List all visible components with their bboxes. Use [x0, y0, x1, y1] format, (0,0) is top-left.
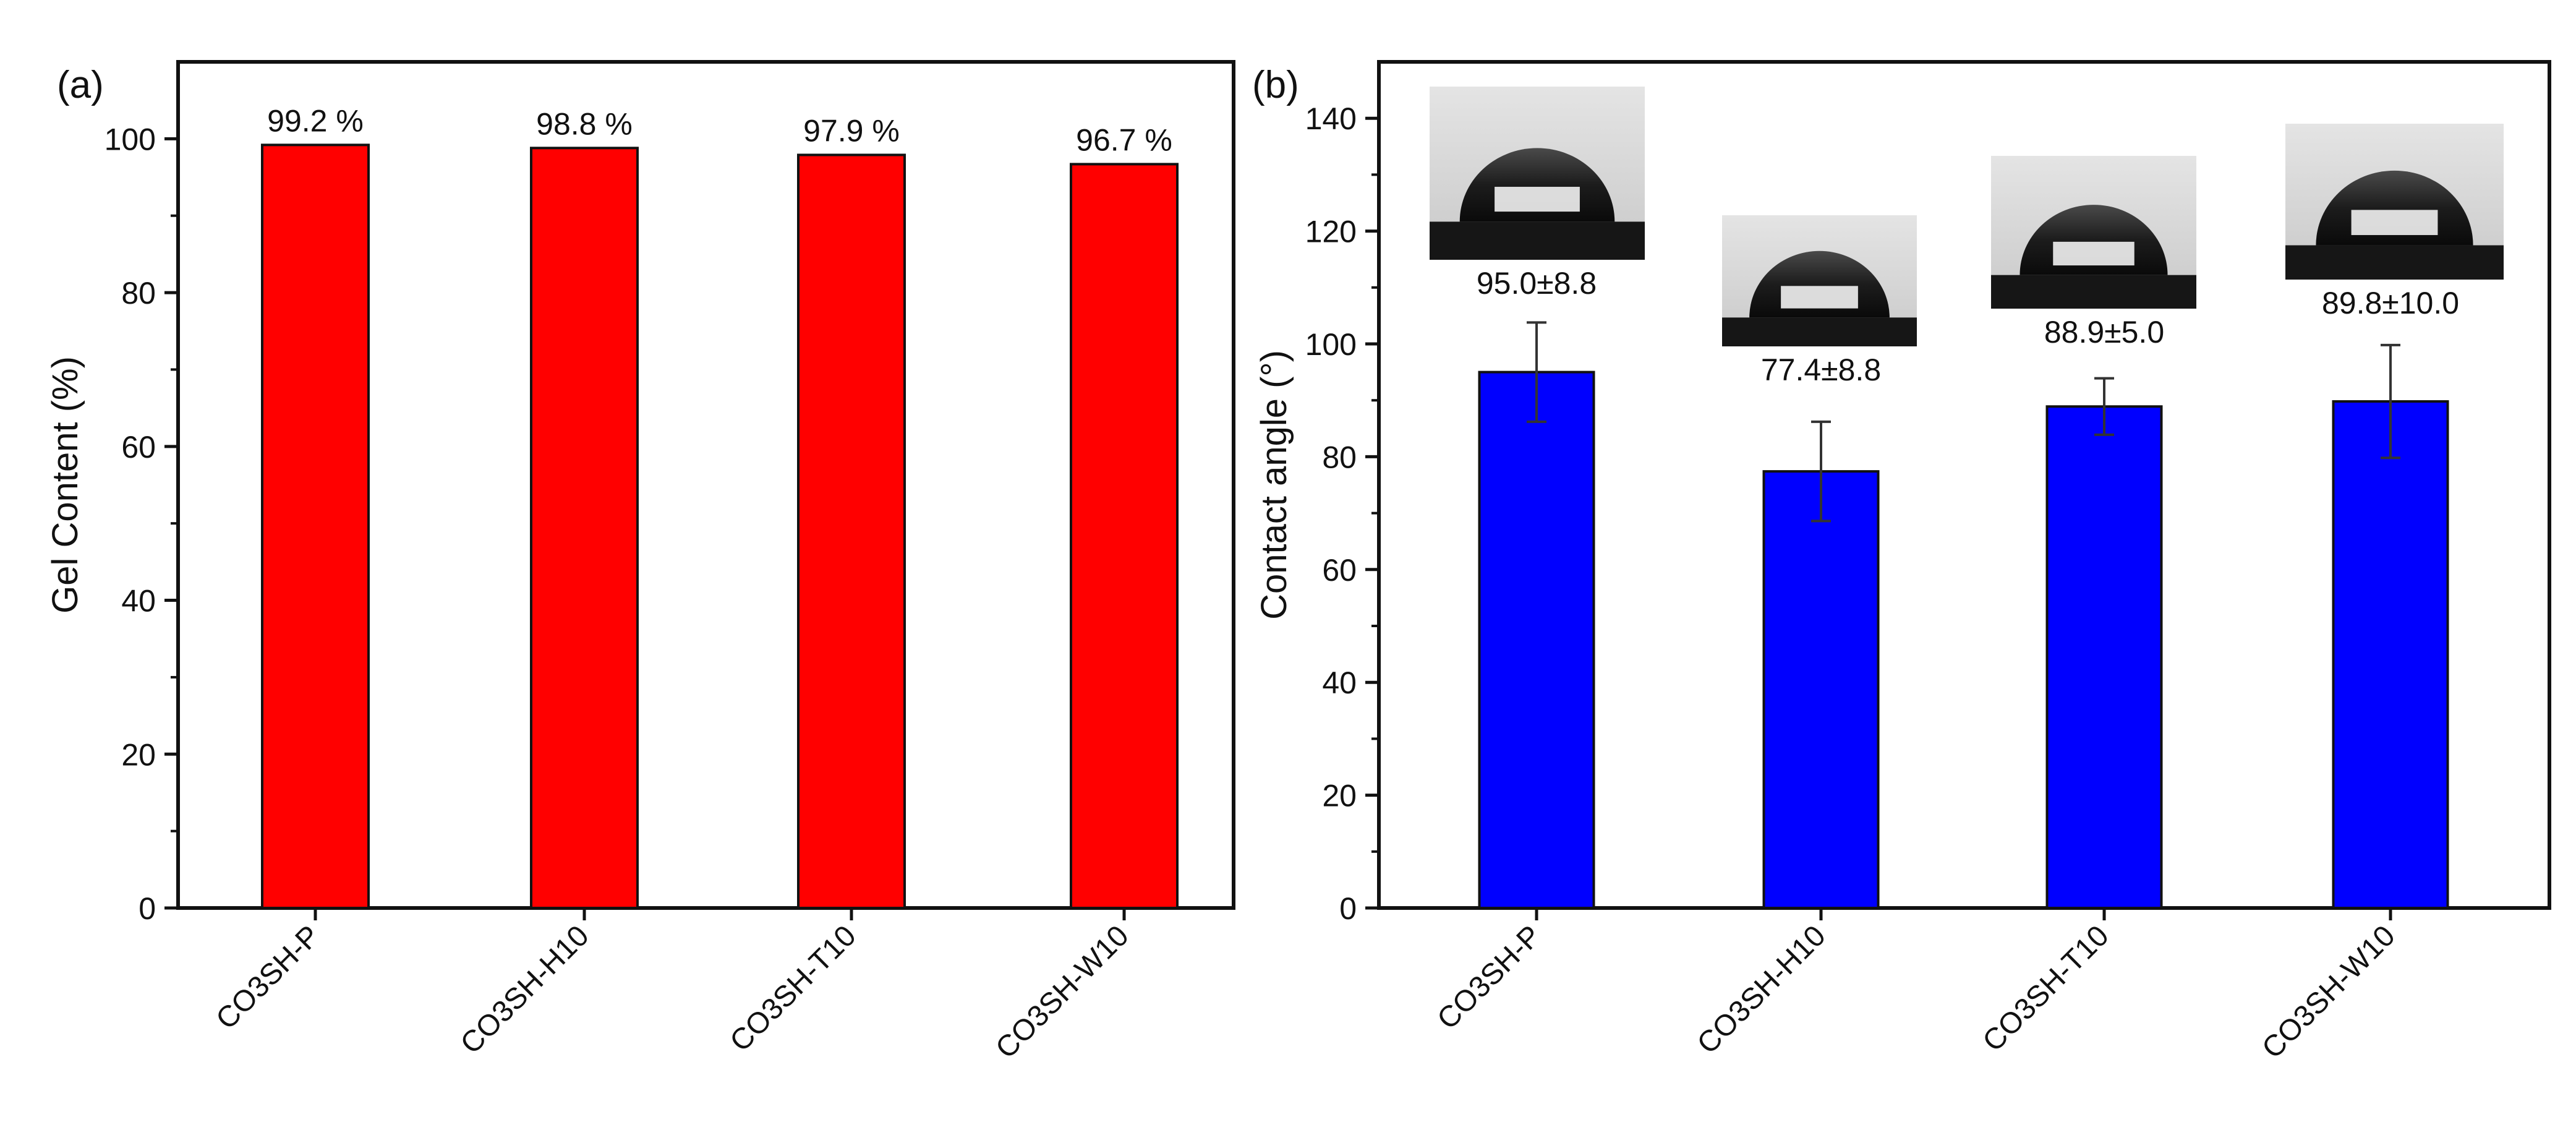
- bar: [797, 153, 906, 910]
- y-tick-label: 80: [121, 276, 156, 310]
- x-tick-label: CO3SH-T10: [1977, 919, 2115, 1058]
- x-tick-label: CO3SH-P: [1431, 919, 1547, 1035]
- bar: [261, 143, 370, 909]
- plot-frame: [1377, 60, 2551, 910]
- x-tick-label: CO3SH-P: [210, 919, 326, 1035]
- substrate: [1430, 221, 1645, 260]
- y-tick-label: 40: [121, 584, 156, 619]
- x-tick-label: CO3SH-H10: [1691, 919, 1832, 1060]
- x-tick-label: CO3SH-H10: [454, 919, 595, 1060]
- panel-label: (a): [57, 64, 104, 106]
- droplet-inset-photo: [2285, 124, 2504, 280]
- data-label: 97.9 %: [803, 113, 900, 148]
- y-tick-label: 0: [139, 891, 156, 926]
- droplet-highlight: [1781, 286, 1858, 309]
- data-label: 89.8±10.0: [2322, 286, 2459, 320]
- y-tick-label: 120: [1305, 215, 1357, 249]
- data-label: 95.0±8.8: [1477, 266, 1597, 301]
- bar: [1478, 370, 1595, 909]
- x-axis-tick-labels: CO3SH-P CO3SH-H10 CO3SH-T10 CO3SH-W10: [210, 919, 1135, 1065]
- y-tick-label: 140: [1305, 101, 1357, 136]
- bar-series: [1478, 370, 2449, 920]
- contact-angle-panel: (b) Contact angle (°) 0 20 40 60 80 100 120 140…: [1252, 60, 2551, 1065]
- panel-label: (b): [1252, 64, 1299, 106]
- droplet-insets: [1430, 87, 2504, 346]
- bar: [1762, 470, 1880, 909]
- y-axis-ticks: 0 20 40 60 80 100 120 140: [1305, 101, 1379, 926]
- y-tick-label: 100: [1305, 327, 1357, 362]
- droplet-inset-photo: [1991, 156, 2196, 309]
- bar: [2045, 405, 2163, 909]
- y-tick-label: 80: [1322, 440, 1357, 474]
- droplet-inset-photo: [1430, 87, 1645, 260]
- data-label: 98.8 %: [536, 106, 633, 141]
- x-axis-tick-labels: CO3SH-P CO3SH-H10 CO3SH-T10 CO3SH-W10: [1431, 919, 2401, 1065]
- droplet-inset-photo: [1722, 215, 1917, 346]
- x-tick-label: CO3SH-T10: [724, 919, 863, 1058]
- y-tick-label: 40: [1322, 666, 1357, 700]
- y-tick-label: 0: [1339, 891, 1357, 926]
- bar: [530, 147, 639, 910]
- data-label: 99.2 %: [267, 103, 364, 138]
- droplet-highlight: [2351, 210, 2438, 236]
- substrate: [2285, 245, 2504, 280]
- y-tick-label: 60: [1322, 553, 1357, 588]
- y-tick-label: 100: [104, 122, 156, 156]
- plot-frame: [176, 60, 1235, 910]
- data-label: 96.7 %: [1076, 122, 1172, 157]
- x-tick-label: CO3SH-W10: [989, 919, 1135, 1065]
- y-axis-ticks: 0 20 40 60 80 100: [104, 122, 178, 926]
- y-tick-label: 20: [121, 737, 156, 772]
- droplet-highlight: [1495, 187, 1580, 212]
- y-axis-title: Gel Content (%): [45, 356, 85, 614]
- substrate: [1991, 275, 2196, 309]
- bar: [2332, 400, 2449, 909]
- substrate: [1722, 317, 1917, 346]
- droplet-highlight: [2053, 241, 2135, 266]
- y-tick-label: 60: [121, 430, 156, 465]
- bar: [1070, 163, 1179, 909]
- x-tick-label: CO3SH-W10: [2256, 919, 2402, 1065]
- data-label: 77.4±8.8: [1761, 353, 1881, 387]
- y-tick-label: 20: [1322, 779, 1357, 813]
- bar-series: [261, 143, 1179, 920]
- data-label: 88.9±5.0: [2044, 315, 2164, 349]
- data-labels: 99.2 % 98.8 % 97.9 % 96.7 %: [267, 103, 1172, 157]
- error-bars: [1527, 321, 2400, 523]
- data-labels: 95.0±8.8 77.4±8.8 88.9±5.0 89.8±10.0: [1477, 266, 2459, 387]
- y-axis-title: Contact angle (°): [1254, 350, 1294, 620]
